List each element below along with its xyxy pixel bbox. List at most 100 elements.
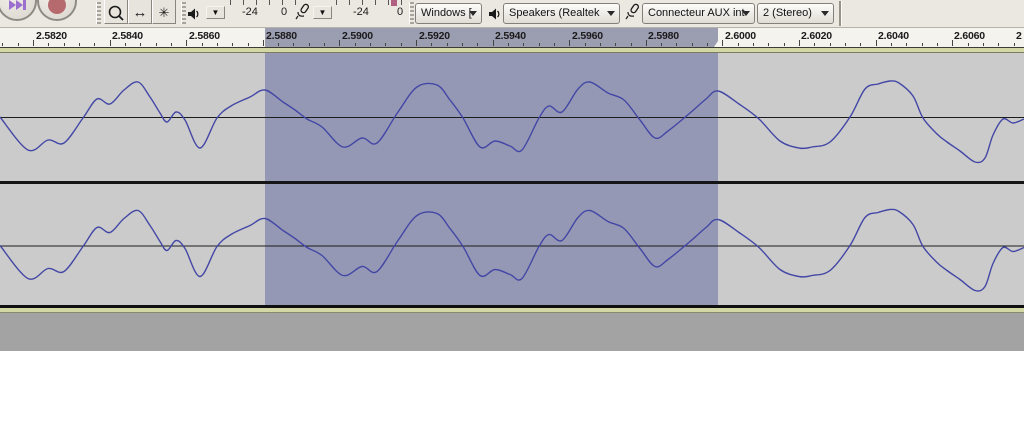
- record-icon: [48, 0, 66, 14]
- timeline-tick: [830, 43, 831, 46]
- timeline-label: 2.6020: [801, 30, 832, 42]
- timeline-tick: [631, 43, 632, 46]
- chevron-down-icon: ▼: [318, 8, 327, 17]
- timeline-label: 2.5880: [266, 30, 297, 42]
- timeline-tick: [324, 43, 325, 46]
- channel-separator: [0, 181, 1024, 184]
- timeline-tick: [94, 43, 95, 46]
- waveform-channel-right[interactable]: [0, 184, 1024, 305]
- timeline-tick: [48, 43, 49, 46]
- timeline-tick: [477, 43, 478, 46]
- output-device-select[interactable]: Speakers (Realtek: [503, 3, 620, 24]
- timeline-tick: [799, 40, 800, 46]
- microphone-icon: [625, 3, 639, 20]
- timeline-tick: [937, 43, 938, 46]
- audio-host-value: Windows [: [421, 7, 472, 19]
- timeline-tick: [232, 43, 233, 46]
- input-channels-select[interactable]: 2 (Stereo): [757, 3, 834, 24]
- timeline-tick: [263, 40, 264, 46]
- timeline-tick: [493, 40, 494, 46]
- timeline-tick: [370, 43, 371, 46]
- timeline-tick: [447, 43, 448, 46]
- timeline-tick: [585, 43, 586, 46]
- recording-meter-dropdown[interactable]: ▼: [313, 6, 332, 19]
- record-button[interactable]: [37, 0, 77, 21]
- magnifier-icon: [108, 5, 124, 21]
- timeline-tick: [523, 43, 524, 46]
- timeline-tick: [845, 43, 846, 46]
- timeline-tick: [278, 43, 279, 46]
- input-device-value: Connecteur AUX int: [648, 7, 745, 19]
- skip-to-end-button[interactable]: [0, 0, 37, 21]
- playback-meter-dropdown[interactable]: ▼: [206, 6, 225, 19]
- playback-meter-db-high: 0: [281, 6, 288, 18]
- timeline-label: 2.5820: [36, 30, 67, 42]
- timeline-tick: [355, 43, 356, 46]
- timeline-tick: [600, 43, 601, 46]
- timeline-tick: [998, 43, 999, 46]
- fit-selection-icon: ↔: [132, 4, 148, 21]
- chevron-down-icon: [821, 11, 829, 16]
- track-border-line: [0, 47, 1024, 48]
- timeline-label: 2.5980: [648, 30, 679, 42]
- timeline-ruler[interactable]: 2.5820 2.5840 2.5860 2.5880 2.5900 2.5920 2.59…: [0, 28, 1024, 47]
- track-focus-strip-bottom: [0, 308, 1024, 312]
- chevron-down-icon: ▼: [211, 8, 220, 17]
- empty-area-below-tracks[interactable]: [0, 313, 1024, 351]
- timeline-label: 2.5920: [419, 30, 450, 42]
- skip-to-end-icon: [9, 0, 26, 10]
- timeline-tick: [339, 40, 340, 46]
- zoom-tool-button[interactable]: [104, 0, 128, 24]
- clip-indicator: [391, 0, 397, 6]
- timeline-label: 2.6040: [878, 30, 909, 42]
- fit-project-icon: ✳: [158, 5, 170, 20]
- fit-project-button[interactable]: ✳: [152, 0, 176, 24]
- timeline-tick: [186, 40, 187, 46]
- timeline-tick: [676, 43, 677, 46]
- chevron-down-icon: [607, 11, 615, 16]
- timeline-tick: [952, 40, 953, 46]
- timeline-tick: [110, 40, 111, 46]
- timeline-tick: [784, 43, 785, 46]
- timeline-tick: [171, 43, 172, 46]
- track-border-line: [0, 312, 1024, 313]
- timeline-tick: [968, 43, 969, 46]
- chevron-down-icon: [742, 11, 750, 16]
- timeline-label: 2.6000: [725, 30, 756, 42]
- timeline-tick: [906, 43, 907, 46]
- timeline-tick: [615, 43, 616, 46]
- timeline-tick: [983, 43, 984, 46]
- timeline-tick: [431, 43, 432, 46]
- timeline-label: 2: [1016, 30, 1022, 42]
- timeline-tick: [385, 43, 386, 46]
- timeline-tick: [156, 43, 157, 46]
- timeline-tick: [2, 43, 3, 46]
- timeline-tick: [125, 43, 126, 46]
- audio-host-select[interactable]: Windows [: [415, 3, 482, 24]
- track-focus-strip-top: [0, 48, 1024, 52]
- toolbar-grip[interactable]: [96, 2, 101, 24]
- timeline-tick: [753, 43, 754, 46]
- timeline-selection-region: [265, 28, 718, 47]
- timeline-label: 2.6060: [954, 30, 985, 42]
- waveform-selection-left: [265, 53, 718, 181]
- toolbar-grip[interactable]: [409, 2, 414, 24]
- timeline-tick: [33, 40, 34, 46]
- timeline-tick: [217, 43, 218, 46]
- speaker-icon: [188, 8, 199, 20]
- timeline-tick: [692, 43, 693, 46]
- waveform-channel-left[interactable]: [0, 53, 1024, 181]
- recording-meter-db-high: 0: [397, 6, 404, 18]
- microphone-icon: [295, 3, 309, 20]
- timeline-tick: [891, 43, 892, 46]
- fit-selection-button[interactable]: ↔: [128, 0, 152, 24]
- output-device-value: Speakers (Realtek: [509, 7, 600, 19]
- timeline-label: 2.5900: [342, 30, 373, 42]
- timeline-tick: [64, 43, 65, 46]
- timeline-label: 2.5960: [572, 30, 603, 42]
- input-device-select[interactable]: Connecteur AUX int: [642, 3, 755, 24]
- timeline-tick: [79, 43, 80, 46]
- toolbar-grip[interactable]: [181, 2, 186, 24]
- timeline-label: 2.5940: [495, 30, 526, 42]
- input-channels-value: 2 (Stereo): [763, 7, 812, 19]
